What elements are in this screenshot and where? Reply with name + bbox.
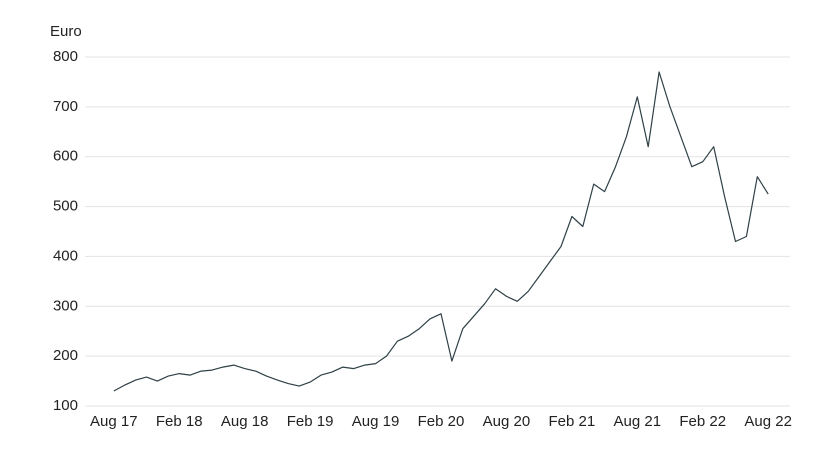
x-tick-label: Aug 17 [90,413,138,430]
x-tick-label: Aug 22 [744,413,792,430]
y-tick-label: 200 [53,347,78,364]
x-tick-label: Aug 20 [483,413,531,430]
y-tick-label: 400 [53,247,78,264]
x-tick-label: Feb 19 [287,413,334,430]
y-axis-label: Euro [50,23,82,40]
x-tick-label: Feb 22 [679,413,726,430]
x-tick-label: Feb 20 [418,413,465,430]
x-tick-label: Aug 21 [614,413,662,430]
y-tick-label: 700 [53,98,78,115]
price-line [113,71,769,392]
y-tick-label: 100 [53,397,78,414]
x-tick-label: Aug 18 [221,413,269,430]
y-tick-label: 600 [53,148,78,165]
y-tick-label: 500 [53,198,78,215]
y-tick-label: 300 [53,297,78,314]
x-tick-label: Feb 18 [156,413,203,430]
y-tick-label: 800 [53,48,78,65]
x-tick-label: Aug 19 [352,413,400,430]
x-tick-label: Feb 21 [549,413,596,430]
